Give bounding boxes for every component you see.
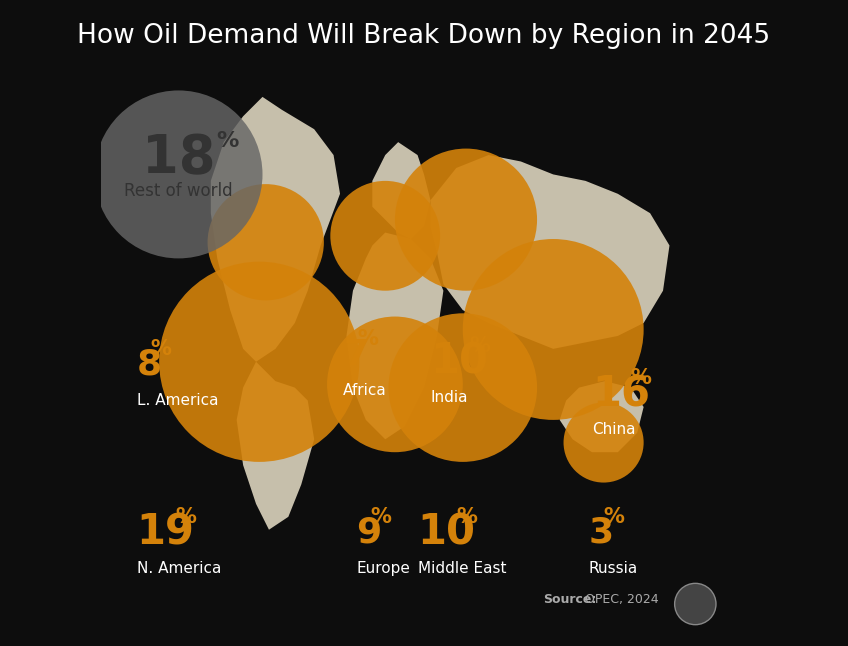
Circle shape (395, 149, 537, 291)
Text: How Oil Demand Will Break Down by Region in 2045: How Oil Demand Will Break Down by Region… (77, 23, 771, 48)
Text: %: % (358, 329, 378, 349)
Text: N. America: N. America (137, 561, 221, 576)
Circle shape (388, 313, 537, 462)
Polygon shape (211, 97, 340, 362)
Text: Source:: Source: (544, 593, 597, 606)
Circle shape (208, 184, 324, 300)
Circle shape (463, 239, 644, 420)
Text: %: % (216, 131, 238, 151)
Circle shape (331, 181, 440, 291)
Text: Russia: Russia (589, 561, 638, 576)
Circle shape (675, 583, 716, 625)
Circle shape (327, 317, 463, 452)
Text: 10: 10 (417, 512, 476, 554)
Text: %: % (603, 507, 624, 526)
Text: Middle East: Middle East (417, 561, 506, 576)
Text: Europe: Europe (356, 561, 410, 576)
Text: India: India (431, 390, 468, 405)
Text: %: % (371, 507, 391, 526)
Text: 8: 8 (137, 348, 162, 382)
Polygon shape (560, 381, 644, 452)
Text: %: % (469, 336, 490, 355)
Text: 10: 10 (431, 340, 488, 383)
Text: Rest of world: Rest of world (124, 182, 233, 200)
Text: 19: 19 (137, 512, 194, 554)
Text: OPEC, 2024: OPEC, 2024 (581, 593, 659, 606)
Text: 18: 18 (142, 132, 215, 184)
Polygon shape (431, 155, 669, 349)
Polygon shape (347, 233, 444, 439)
Polygon shape (372, 142, 431, 239)
Text: %: % (631, 368, 651, 388)
Circle shape (94, 90, 263, 258)
Text: 9: 9 (356, 516, 382, 550)
Circle shape (159, 262, 360, 462)
Circle shape (564, 402, 644, 483)
Text: 16: 16 (592, 373, 650, 415)
Text: %: % (456, 507, 477, 526)
Text: %: % (151, 339, 171, 359)
Text: China: China (592, 422, 635, 437)
Text: L. America: L. America (137, 393, 218, 408)
Text: %: % (176, 507, 196, 526)
Text: 3: 3 (589, 516, 614, 550)
Polygon shape (237, 362, 314, 530)
Text: Africa: Africa (343, 383, 387, 399)
Text: 7: 7 (343, 339, 368, 372)
